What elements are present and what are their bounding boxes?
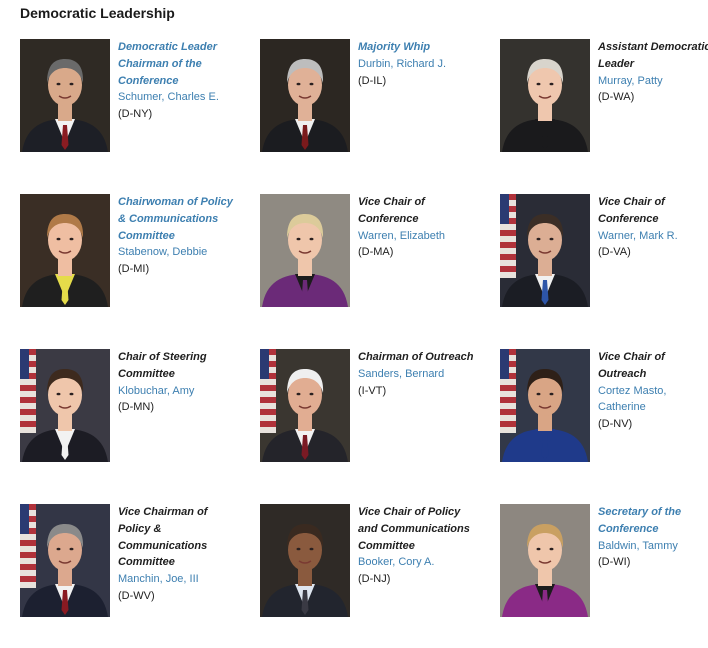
member-title: Assistant Democratic Leader	[598, 41, 708, 70]
portrait-art	[20, 504, 110, 617]
member-info: Chairman of Outreach Sanders, Bernard (I-V…	[358, 349, 476, 399]
member-title[interactable]: Secretary of the Conference	[598, 506, 682, 535]
member-title: Chair of Steering Committee	[118, 351, 207, 380]
member-name-link[interactable]: Warner, Mark R.	[598, 229, 678, 242]
member-photo[interactable]	[260, 39, 350, 152]
member-name-link[interactable]: Warren, Elizabeth	[358, 229, 446, 242]
portrait-art	[260, 504, 350, 617]
member-name-link[interactable]: Baldwin, Tammy	[598, 539, 678, 552]
member-photo[interactable]	[260, 194, 350, 307]
member-photo[interactable]	[500, 39, 590, 152]
member-party-state: (D-NJ)	[358, 573, 391, 586]
member-party-state: (D-WA)	[598, 91, 635, 104]
member-info: Chair of Steering Committee Klobuchar, Am…	[118, 349, 236, 416]
member-title: Vice Chair of Conference	[598, 196, 665, 225]
member-photo[interactable]	[20, 504, 110, 617]
member-photo[interactable]	[260, 349, 350, 462]
member-name-link[interactable]: Durbin, Richard J.	[358, 57, 447, 70]
member-title[interactable]: Majority Whip	[358, 41, 431, 53]
portrait-art	[20, 194, 110, 307]
member-info: Vice Chair of Conference Warner, Mark R. (…	[598, 194, 708, 261]
member-title: Vice Chair of Policy and Communications …	[358, 506, 470, 552]
member-party-state: (D-WI)	[598, 556, 631, 569]
portrait-art	[260, 39, 350, 152]
member-info: Secretary of the Conference Baldwin, Tamm…	[598, 504, 708, 571]
member-info: Chairwoman of Policy & Communications Co…	[118, 194, 236, 278]
member-title: Vice Chair of Outreach	[598, 351, 665, 380]
member-name-link[interactable]: Manchin, Joe, III	[118, 573, 199, 586]
member-photo[interactable]	[20, 349, 110, 462]
member-title: Chairman of Outreach	[358, 351, 474, 363]
portrait-art	[500, 39, 590, 152]
portrait-art	[500, 349, 590, 462]
member-title: Vice Chair of Conference	[358, 196, 425, 225]
member-party-state: (D-MA)	[358, 246, 394, 259]
member-photo[interactable]	[20, 194, 110, 307]
member-title[interactable]: Chairwoman of Policy & Communications Co…	[118, 196, 233, 242]
member-party-state: (D-VA)	[598, 246, 631, 259]
member-info: Majority Whip Durbin, Richard J. (D-IL)	[358, 39, 476, 89]
member-name-link[interactable]: Murray, Patty	[598, 74, 663, 87]
member-party-state: (D-NY)	[118, 108, 153, 121]
member-party-state: (D-WV)	[118, 589, 155, 602]
member-party-state: (D-MN)	[118, 401, 155, 414]
flag-icon	[500, 194, 516, 278]
member-party-state: (D-MI)	[118, 263, 150, 276]
flag-icon	[20, 504, 36, 588]
member-info: Democratic Leader Chairman of the Confer…	[118, 39, 236, 123]
member-name-link[interactable]: Stabenow, Debbie	[118, 246, 208, 259]
member-info: Vice Chair of Policy and Communications …	[358, 504, 476, 588]
member-name-link[interactable]: Sanders, Bernard	[358, 367, 445, 380]
member-name-link[interactable]: Booker, Cory A.	[358, 556, 435, 569]
member-party-state: (I-VT)	[358, 384, 387, 397]
portrait-art	[20, 39, 110, 152]
portrait-art	[500, 194, 590, 307]
member-photo[interactable]	[500, 349, 590, 462]
section-heading: Democratic Leadership	[20, 5, 175, 21]
member-photo[interactable]	[20, 39, 110, 152]
member-info: Vice Chairman of Policy & Communications…	[118, 504, 236, 605]
member-party-state: (D-IL)	[358, 74, 387, 87]
portrait-art	[500, 504, 590, 617]
member-name-link[interactable]: Klobuchar, Amy	[118, 384, 195, 397]
member-info: Assistant Democratic Leader Murray, Patty…	[598, 39, 708, 106]
member-name-link[interactable]: Cortez Masto, Catherine	[598, 384, 667, 414]
flag-icon	[260, 349, 276, 433]
member-photo[interactable]	[260, 504, 350, 617]
flag-icon	[500, 349, 516, 433]
member-title[interactable]: Democratic Leader Chairman of the Confer…	[118, 41, 218, 87]
portrait-art	[260, 349, 350, 462]
member-info: Vice Chair of Outreach Cortez Masto, Cath…	[598, 349, 708, 433]
member-photo[interactable]	[500, 194, 590, 307]
member-name-link[interactable]: Schumer, Charles E.	[118, 91, 219, 104]
member-title: Vice Chairman of Policy & Communications…	[118, 506, 208, 569]
member-info: Vice Chair of Conference Warren, Elizabet…	[358, 194, 476, 261]
member-party-state: (D-NV)	[598, 418, 633, 431]
portrait-art	[260, 194, 350, 307]
flag-icon	[20, 349, 36, 433]
member-photo[interactable]	[500, 504, 590, 617]
portrait-art	[20, 349, 110, 462]
